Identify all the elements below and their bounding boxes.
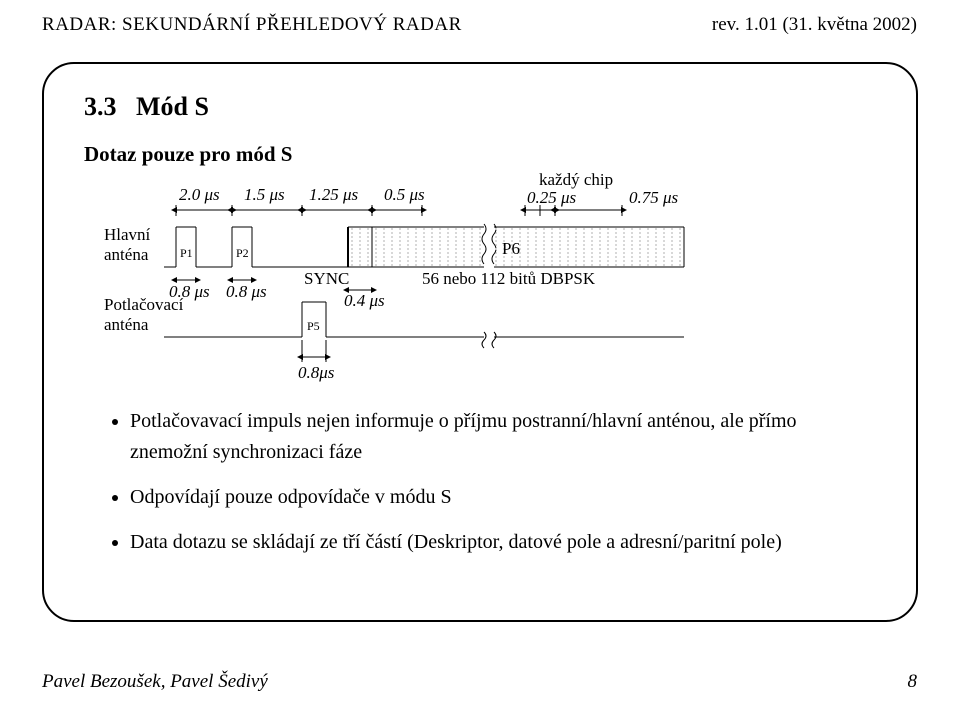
t-0.5: 0.5 μs: [384, 185, 425, 204]
dbpsk-label: 56 nebo 112 bitů DBPSK: [422, 269, 596, 288]
hdr-word: RADAR: [393, 14, 462, 35]
hdr-word: PŘEHLEDOVÝ: [256, 14, 388, 35]
sync-label: SYNC: [304, 269, 349, 288]
sync-t: 0.4 μs: [344, 291, 385, 310]
timing-diagram: 2.0 μs 1.5 μs 1.25 μs 0.5 μs každý chip …: [84, 172, 884, 392]
t-2.0: 2.0 μs: [179, 185, 220, 204]
p5-width: 0.8μs: [298, 363, 335, 382]
bullet-list: Potlačovavací impuls nejen informuje o p…: [106, 406, 876, 572]
hdr-word: EKUNDÁRNÍ: [133, 14, 250, 35]
t08b: 0.8 μs: [226, 282, 267, 301]
section-name: Mód S: [136, 92, 209, 121]
p2-label: P2: [236, 246, 249, 260]
main-antenna-label-2: anténa: [104, 245, 149, 264]
supp-antenna-label-1: Potlačovací: [104, 295, 184, 314]
supp-antenna-label-2: anténa: [104, 315, 149, 334]
hdr-word: ADAR: [55, 14, 111, 35]
content-frame: 3.3 Mód S Dotaz pouze pro mód S 2.0: [42, 62, 918, 622]
chip-0.25: 0.25 μs: [527, 188, 577, 207]
subtitle: Dotaz pouze pro mód S: [84, 142, 292, 167]
p6-label: P6: [502, 239, 520, 258]
p5-label: P5: [307, 319, 320, 333]
main-antenna-label-1: Hlavní: [104, 225, 151, 244]
bullet-item: Odpovídají pouze odpovídače v módu S: [130, 482, 876, 513]
t-1.5: 1.5 μs: [244, 185, 285, 204]
footer-left: Pavel Bezoušek, Pavel Šedivý: [42, 671, 268, 693]
section-title: 3.3 Mód S: [84, 92, 209, 122]
bullet-item: Data dotazu se skládají ze tří částí (De…: [130, 527, 876, 558]
footer-right: 8: [908, 671, 918, 693]
t-1.25: 1.25 μs: [309, 185, 359, 204]
chip-0.75: 0.75 μs: [629, 188, 679, 207]
chip-label: každý chip: [539, 172, 613, 189]
bullet-item: Potlačovavací impuls nejen informuje o p…: [130, 406, 876, 468]
header-right: rev. 1.01 (31. května 2002): [712, 14, 917, 36]
section-number: 3.3: [84, 92, 117, 121]
p1-label: P1: [180, 246, 193, 260]
header-left: RADAR: SEKUNDÁRNÍ PŘEHLEDOVÝ RADAR: [42, 14, 462, 36]
